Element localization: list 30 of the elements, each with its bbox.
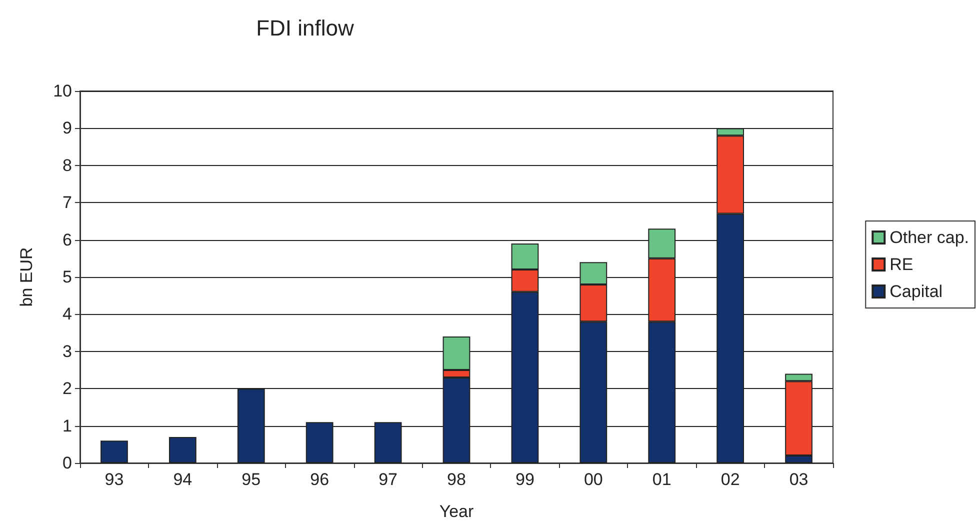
y-tick-label: 8 [62,156,72,175]
bar [100,440,128,463]
x-tick-label: 95 [242,470,261,489]
y-tick-label: 7 [62,193,72,212]
y-tick-label: 9 [62,118,72,138]
x-tick-label: 96 [310,470,330,489]
x-axis-title: Year [439,502,474,521]
x-tick-label: 02 [720,470,740,489]
y-tick-label: 6 [62,230,72,250]
x-tick-label: 03 [789,470,808,489]
y-tick-label: 10 [53,82,72,100]
x-tick-label: 01 [652,470,672,489]
bar [168,436,196,463]
y-tick-label: 2 [62,379,72,398]
y-tick-label: 0 [62,454,72,472]
x-tick-label: 98 [447,470,466,489]
x-tick-label: 99 [515,470,534,489]
y-tick-label: 4 [62,304,72,324]
legend-label: RE [890,255,914,274]
legend-label: Other cap. [890,228,970,247]
x-tick-label: 94 [173,470,192,489]
x-tick-label: 93 [104,470,124,489]
y-tick-label: 3 [62,342,72,361]
y-tick-label: 1 [62,416,72,436]
y-axis-title: bn EUR [17,247,36,307]
y-tick-label: 5 [62,268,72,286]
chart-title: FDI inflow [256,16,354,40]
legend-label: Capital [890,282,943,301]
x-tick-label: 00 [584,470,603,489]
x-tick-label: 97 [378,470,398,489]
